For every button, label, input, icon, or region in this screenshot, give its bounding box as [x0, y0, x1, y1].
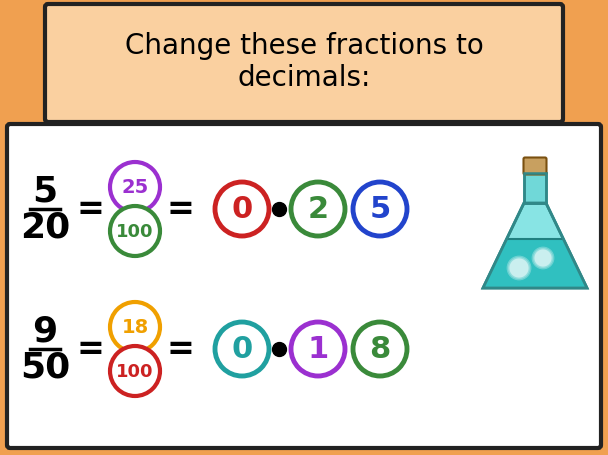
Circle shape: [533, 248, 553, 268]
FancyBboxPatch shape: [7, 125, 601, 448]
Text: 50: 50: [20, 350, 70, 384]
Circle shape: [215, 322, 269, 376]
Circle shape: [508, 258, 530, 279]
Circle shape: [291, 182, 345, 237]
Polygon shape: [524, 174, 546, 203]
Text: =: =: [166, 193, 194, 226]
Text: 9: 9: [32, 314, 58, 348]
Circle shape: [215, 182, 269, 237]
Polygon shape: [483, 239, 587, 288]
Text: 18: 18: [122, 318, 148, 337]
Circle shape: [110, 207, 160, 257]
Text: 25: 25: [122, 178, 148, 197]
Circle shape: [291, 322, 345, 376]
Text: 0: 0: [232, 335, 253, 364]
Polygon shape: [483, 203, 587, 288]
Text: 1: 1: [308, 335, 329, 364]
Circle shape: [353, 322, 407, 376]
Text: 0: 0: [232, 195, 253, 224]
Text: Change these fractions to
decimals:: Change these fractions to decimals:: [125, 32, 483, 92]
Text: 5: 5: [370, 195, 390, 224]
Circle shape: [353, 182, 407, 237]
Circle shape: [110, 162, 160, 212]
Text: 5: 5: [32, 175, 58, 208]
Text: =: =: [76, 333, 104, 366]
Text: 100: 100: [116, 222, 154, 241]
Text: =: =: [166, 333, 194, 366]
Circle shape: [110, 302, 160, 352]
FancyBboxPatch shape: [523, 158, 547, 175]
Text: 8: 8: [370, 335, 390, 364]
FancyBboxPatch shape: [45, 5, 563, 123]
Text: 20: 20: [20, 211, 70, 244]
Text: 2: 2: [308, 195, 328, 224]
Text: =: =: [76, 193, 104, 226]
Circle shape: [110, 346, 160, 396]
Text: 100: 100: [116, 362, 154, 380]
